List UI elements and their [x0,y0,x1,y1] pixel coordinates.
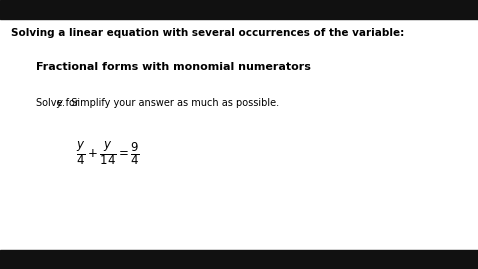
Text: .  Simplify your answer as much as possible.: . Simplify your answer as much as possib… [62,98,279,108]
Text: $\dfrac{y}{4} + \dfrac{y}{14} = \dfrac{9}{4}$: $\dfrac{y}{4} + \dfrac{y}{14} = \dfrac{9… [76,140,141,167]
Text: Solve for: Solve for [36,98,82,108]
Bar [0,0,478,19]
Bar [0,250,478,269]
Text: Solving a linear equation with several occurrences of the variable:: Solving a linear equation with several o… [11,28,404,38]
Text: y: y [56,98,62,108]
Text: Fractional forms with monomial numerators: Fractional forms with monomial numerator… [36,62,311,72]
